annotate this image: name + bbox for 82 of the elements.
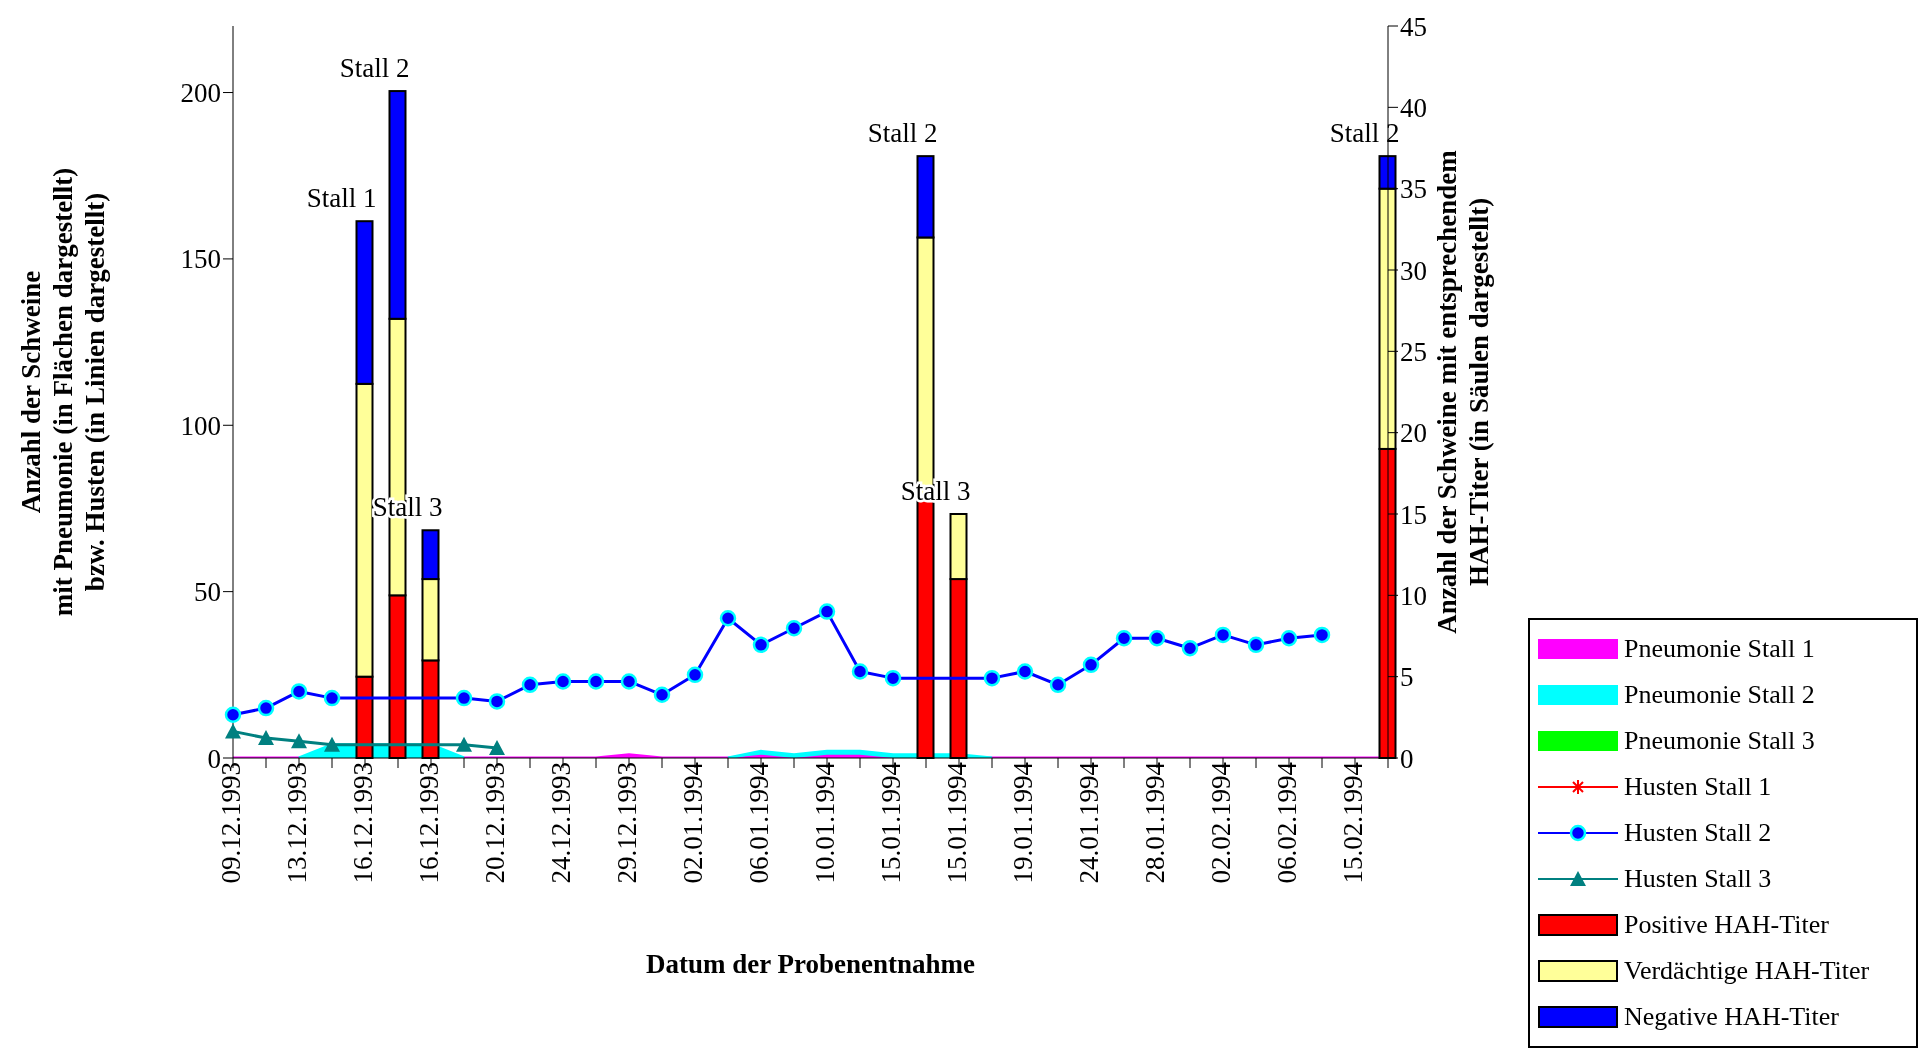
y2-tick-label: 35 (1400, 174, 1427, 205)
x-tick-label: 10.01.1994 (810, 761, 841, 884)
data-label: Stall 2 (867, 118, 938, 149)
y2-tick-label: 5 (1400, 662, 1414, 693)
point (1313, 626, 1331, 644)
x-tick-label: 15.01.1994 (876, 761, 907, 884)
y-tick-label: 100 (180, 410, 221, 441)
x-tick-label: 19.01.1994 (1008, 761, 1039, 884)
legend-label: Husten Stall 1 (1624, 772, 1772, 802)
point (1148, 629, 1166, 647)
point (818, 603, 836, 620)
y-tick-label: 50 (194, 577, 221, 608)
point (719, 610, 737, 627)
point (290, 683, 308, 700)
x-tick-label: 16.12.1993 (414, 762, 445, 884)
y2-tick-label: 20 (1400, 418, 1427, 449)
y2-axis-title: Anzahl der Schweine mit entsprechendem HAH-Titer (in Säulen dargestellt) (1432, 149, 1494, 634)
point (752, 636, 770, 654)
legend-label: Husten Stall 3 (1624, 864, 1772, 894)
y-tick-label: 150 (180, 244, 221, 275)
point (488, 693, 506, 710)
point (884, 669, 902, 687)
legend-label: Positive HAH-Titer (1624, 910, 1829, 940)
point (257, 699, 275, 717)
x-tick-label: 02.01.1994 (678, 761, 709, 884)
legend-label: Verdächtige HAH-Titer (1624, 956, 1870, 986)
x-tick-label: 15.01.1994 (942, 761, 973, 884)
point (323, 689, 341, 707)
point (224, 706, 242, 723)
x-tick-label: 24.12.1993 (546, 762, 577, 884)
y2-tick-label: 15 (1400, 499, 1427, 530)
x-tick-label: 16.12.1993 (348, 762, 379, 884)
legend-label: Negative HAH-Titer (1624, 1002, 1839, 1032)
x-tick-label: 15.02.1994 (1338, 761, 1369, 884)
y2-tick-label: 45 (1400, 11, 1427, 42)
point (1082, 656, 1100, 674)
point (225, 723, 241, 739)
point (587, 673, 605, 690)
point (489, 740, 505, 756)
point (1247, 636, 1265, 654)
point (456, 736, 472, 752)
y2-tick-label: 40 (1400, 92, 1427, 123)
point (324, 736, 340, 752)
x-tick-label: 28.01.1994 (1140, 761, 1171, 884)
legend-label: Pneumonie Stall 1 (1624, 634, 1815, 664)
x-tick-label: 29.12.1993 (612, 762, 643, 884)
point (258, 730, 274, 746)
y2-tick-label: 10 (1400, 580, 1427, 611)
point (1214, 626, 1232, 644)
x-tick-label: 06.02.1994 (1272, 761, 1303, 884)
legend-label: Pneumonie Stall 3 (1624, 726, 1815, 756)
x-axis-title: Datum der Probenentnahme (646, 949, 976, 979)
y2-tick-label: 30 (1400, 255, 1427, 286)
x-tick-label: 02.02.1994 (1206, 761, 1237, 884)
point (983, 669, 1001, 687)
data-label: Stall 2 (339, 53, 410, 84)
point (686, 666, 704, 684)
point (291, 733, 307, 749)
legend-label: Pneumonie Stall 2 (1624, 680, 1815, 710)
y-axis-title: Anzahl der Schweine mit Pneumonie (in Flächen dargestellt) bzw. Husten (in Linien dargestellt) (16, 167, 110, 617)
point (1016, 663, 1034, 680)
point (1181, 639, 1199, 657)
x-tick-label: 06.01.1994 (744, 761, 775, 884)
data-label: Stall 2 (1329, 118, 1400, 149)
x-tick-label: 24.01.1994 (1074, 761, 1105, 884)
point (785, 619, 803, 637)
point (455, 689, 473, 707)
point (1049, 676, 1067, 694)
y-tick-label: 200 (180, 78, 221, 109)
point (1115, 629, 1133, 647)
x-tick-label: 13.12.1993 (282, 762, 313, 884)
point (1280, 629, 1298, 647)
point (620, 673, 638, 690)
y2-tick-label: 25 (1400, 336, 1427, 367)
point (521, 676, 539, 694)
point (653, 686, 671, 704)
legend-label: Husten Stall 2 (1624, 818, 1772, 848)
data-label: Stall 1 (306, 183, 377, 214)
y2-tick-label: 0 (1400, 743, 1414, 774)
point (851, 663, 869, 680)
x-tick-label: 20.12.1993 (480, 762, 511, 884)
point (554, 673, 572, 690)
